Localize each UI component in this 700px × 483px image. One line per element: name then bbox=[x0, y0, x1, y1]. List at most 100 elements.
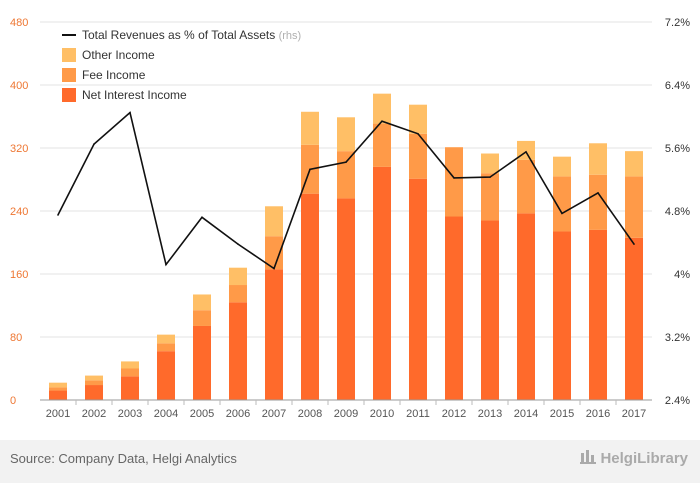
bar-net-interest-income bbox=[481, 220, 499, 400]
bar-net-interest-income bbox=[553, 231, 571, 400]
line-point bbox=[597, 192, 599, 194]
bar-net-interest-income bbox=[229, 302, 247, 400]
right-tick-label: 4% bbox=[674, 269, 690, 281]
line-point bbox=[561, 212, 563, 215]
left-tick-label: 480 bbox=[10, 17, 28, 29]
line-point bbox=[129, 111, 131, 114]
right-tick-label: 3.2% bbox=[665, 332, 690, 344]
bar-fee-income bbox=[625, 176, 643, 238]
line-point bbox=[489, 176, 491, 178]
right-tick-label: 6.4% bbox=[665, 80, 690, 92]
bar-other-income bbox=[121, 361, 139, 369]
bar-fee-income bbox=[481, 173, 499, 221]
bar-other-income bbox=[301, 111, 319, 145]
line-point bbox=[93, 143, 95, 145]
line-point bbox=[309, 168, 311, 171]
bar-fee-income bbox=[445, 147, 463, 217]
bar-fee-income bbox=[409, 133, 427, 179]
bar-other-income bbox=[553, 156, 571, 177]
x-tick-label: 2014 bbox=[514, 408, 538, 420]
line-point bbox=[633, 243, 635, 245]
right-tick-label: 4.8% bbox=[665, 206, 690, 218]
line-point bbox=[57, 214, 59, 216]
bar-net-interest-income bbox=[85, 385, 103, 400]
x-tick-label: 2008 bbox=[298, 408, 322, 420]
x-tick-label: 2011 bbox=[406, 408, 430, 420]
line-point bbox=[453, 177, 455, 179]
line-point bbox=[201, 216, 203, 219]
library-icon bbox=[580, 450, 597, 464]
left-tick-label: 240 bbox=[10, 206, 28, 218]
source-note: Source: Company Data, Helgi Analytics bbox=[10, 451, 237, 466]
bar-fee-income bbox=[193, 310, 211, 326]
bar-other-income bbox=[157, 334, 175, 344]
bar-other-income bbox=[337, 117, 355, 152]
line-point bbox=[273, 267, 275, 270]
bar-net-interest-income bbox=[301, 193, 319, 400]
legend-label-other-income: Other Income bbox=[82, 48, 155, 62]
bar-fee-income bbox=[373, 123, 391, 167]
bar-fee-income bbox=[49, 387, 67, 391]
bar-fee-income bbox=[553, 176, 571, 232]
x-axis-ticks: 2001 2002 2003 2004 2005 2006 2007 2008 2009 2010… bbox=[46, 400, 646, 420]
bar-net-interest-income bbox=[625, 237, 643, 400]
bar-net-interest-income bbox=[49, 390, 67, 400]
x-tick-label: 2013 bbox=[478, 408, 502, 420]
x-tick-label: 2015 bbox=[550, 408, 574, 420]
x-tick-label: 2012 bbox=[442, 408, 466, 420]
legend-label-net-interest-income: Net Interest Income bbox=[82, 88, 187, 102]
line-point bbox=[165, 263, 167, 266]
left-tick-label: 80 bbox=[10, 332, 22, 344]
bar-net-interest-income bbox=[517, 213, 535, 400]
brand-name: HelgiLibrary bbox=[600, 450, 688, 467]
line-point bbox=[345, 161, 347, 163]
bar-other-income bbox=[85, 375, 103, 381]
footer: Source: Company Data, Helgi Analytics He… bbox=[0, 440, 700, 483]
x-tick-label: 2010 bbox=[370, 408, 394, 420]
bar-net-interest-income bbox=[373, 166, 391, 400]
bar-net-interest-income bbox=[265, 269, 283, 400]
bars bbox=[49, 93, 643, 400]
bar-net-interest-income bbox=[121, 376, 139, 400]
bar-fee-income bbox=[517, 159, 535, 214]
bar-fee-income bbox=[229, 285, 247, 303]
x-tick-label: 2001 bbox=[46, 408, 70, 420]
line-point bbox=[381, 120, 383, 123]
bar-other-income bbox=[625, 151, 643, 177]
x-tick-label: 2009 bbox=[334, 408, 358, 420]
bar-other-income bbox=[481, 153, 499, 174]
left-tick-label: 400 bbox=[10, 80, 28, 92]
bar-fee-income bbox=[589, 174, 607, 230]
x-tick-label: 2005 bbox=[190, 408, 214, 420]
bar-other-income bbox=[589, 143, 607, 175]
line-point bbox=[525, 151, 527, 153]
bar-other-income bbox=[373, 93, 391, 124]
right-tick-label: 2.4% bbox=[665, 395, 690, 407]
legend-label-fee-income: Fee Income bbox=[82, 68, 146, 82]
bar-net-interest-income bbox=[589, 229, 607, 400]
bar-fee-income bbox=[121, 368, 139, 377]
line-points bbox=[57, 111, 635, 270]
x-tick-label: 2002 bbox=[82, 408, 106, 420]
left-tick-label: 160 bbox=[10, 269, 28, 281]
right-tick-label: 5.6% bbox=[665, 143, 690, 155]
left-tick-label: 320 bbox=[10, 143, 28, 155]
x-tick-label: 2003 bbox=[118, 408, 142, 420]
legend-swatch-net-interest-income bbox=[62, 88, 76, 102]
bar-other-income bbox=[409, 104, 427, 134]
bar-net-interest-income bbox=[157, 351, 175, 400]
left-axis-ticks: 0 80 160 240 320 400 480 bbox=[10, 17, 28, 407]
bar-other-income bbox=[49, 382, 67, 388]
legend: Total Revenues as % of Total Assets (rhs… bbox=[62, 28, 301, 102]
right-tick-label: 7.2% bbox=[665, 17, 690, 29]
legend-swatch-fee-income bbox=[62, 68, 76, 82]
brand-logo[interactable]: HelgiLibrary bbox=[580, 449, 688, 467]
bar-other-income bbox=[265, 206, 283, 237]
line-point bbox=[237, 243, 239, 245]
bar-net-interest-income bbox=[337, 198, 355, 400]
bar-net-interest-income bbox=[445, 216, 463, 400]
left-tick-label: 0 bbox=[10, 395, 16, 407]
legend-swatch-other-income bbox=[62, 48, 76, 62]
line-point bbox=[417, 133, 419, 135]
